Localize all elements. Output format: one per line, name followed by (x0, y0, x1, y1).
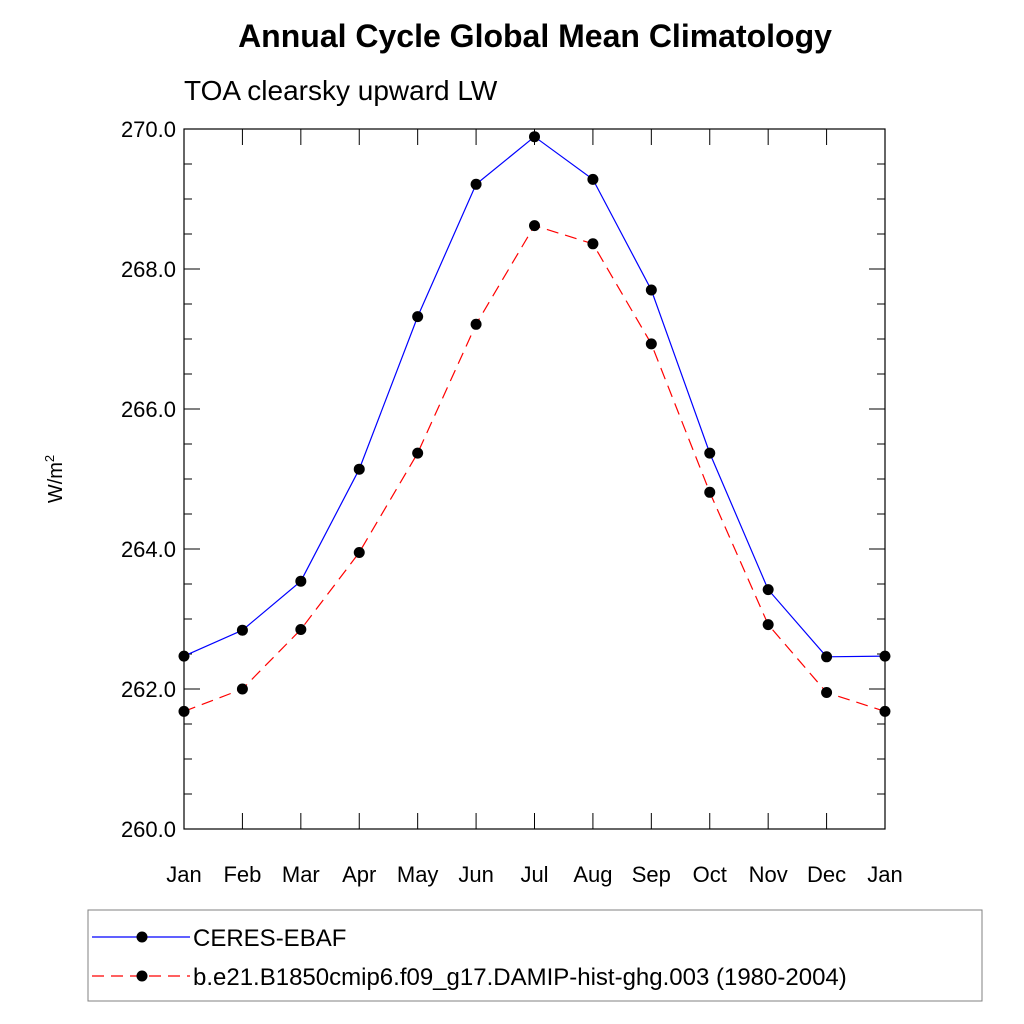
y-tick-label: 260.0 (121, 817, 176, 842)
series-2 (178, 220, 891, 717)
x-tick-label: Jul (520, 862, 548, 887)
y-tick-label: 270.0 (121, 117, 176, 142)
data-point (529, 220, 540, 232)
x-tick-label: May (397, 862, 439, 887)
x-tick-label: Jan (867, 862, 902, 887)
chart-subtitle: TOA clearsky upward LW (184, 75, 498, 106)
data-point (236, 624, 248, 636)
x-tick-label: Nov (749, 862, 788, 887)
legend-label: b.e21.B1850cmip6.f09_g17.DAMIP-hist-ghg.… (193, 964, 847, 991)
y-axis-label-text: W/m (45, 462, 67, 503)
data-point (295, 624, 307, 635)
x-tick-label: Apr (342, 862, 376, 887)
series-1 (178, 131, 891, 663)
x-tick-label: Mar (282, 862, 320, 887)
data-point (762, 619, 774, 631)
x-tick-label: Oct (693, 862, 727, 887)
y-tick-label: 266.0 (121, 397, 176, 422)
x-tick-label: Sep (632, 862, 671, 887)
data-point (879, 705, 891, 717)
y-tick-label: 268.0 (121, 257, 176, 282)
data-point (178, 650, 190, 662)
x-tick-label: Feb (223, 862, 261, 887)
legend: CERES-EBAF b.e21.B1850cmip6.f09_g17.DAMIP… (87, 909, 983, 1002)
legend-box (87, 909, 983, 1002)
y-axis-label-superscript: 2 (42, 455, 57, 462)
data-point (353, 463, 365, 475)
data-point (178, 705, 190, 717)
data-point (645, 284, 657, 296)
legend-marker (136, 970, 148, 982)
data-point (353, 547, 365, 558)
series-line (183, 224, 886, 712)
data-point (762, 584, 774, 596)
series-layer (178, 131, 891, 717)
series-line (183, 135, 886, 658)
data-point (295, 575, 307, 587)
y-tick-label: 264.0 (121, 537, 176, 562)
data-point (821, 687, 833, 698)
x-tick-label: Jan (166, 862, 201, 887)
data-point (412, 447, 424, 459)
data-point (704, 447, 716, 459)
data-point (704, 486, 716, 498)
ticks-layer: Jan Feb Mar Apr May Jun Jul Aug Sep Oct Nov Dec Jan 2… (121, 117, 903, 887)
x-tick-label: Dec (807, 862, 846, 887)
y-tick-label: 262.0 (121, 677, 176, 702)
data-point (470, 318, 482, 330)
data-point (821, 651, 833, 663)
x-tick-label: Aug (573, 862, 612, 887)
x-tick-label: Jun (458, 862, 493, 887)
legend-marker (136, 931, 148, 943)
y-axis-label: W/m2 (42, 455, 67, 503)
data-point (645, 338, 657, 350)
chart-title: Annual Cycle Global Mean Climatology (238, 18, 832, 54)
plot-frame (183, 128, 886, 830)
data-point (587, 238, 599, 250)
data-point (587, 173, 599, 185)
data-point (412, 311, 424, 323)
data-point (879, 650, 891, 662)
data-point (470, 178, 482, 190)
legend-label: CERES-EBAF (193, 925, 346, 952)
data-point (529, 131, 540, 143)
data-point (236, 683, 248, 695)
legend-entries: CERES-EBAF b.e21.B1850cmip6.f09_g17.DAMIP… (92, 925, 847, 991)
